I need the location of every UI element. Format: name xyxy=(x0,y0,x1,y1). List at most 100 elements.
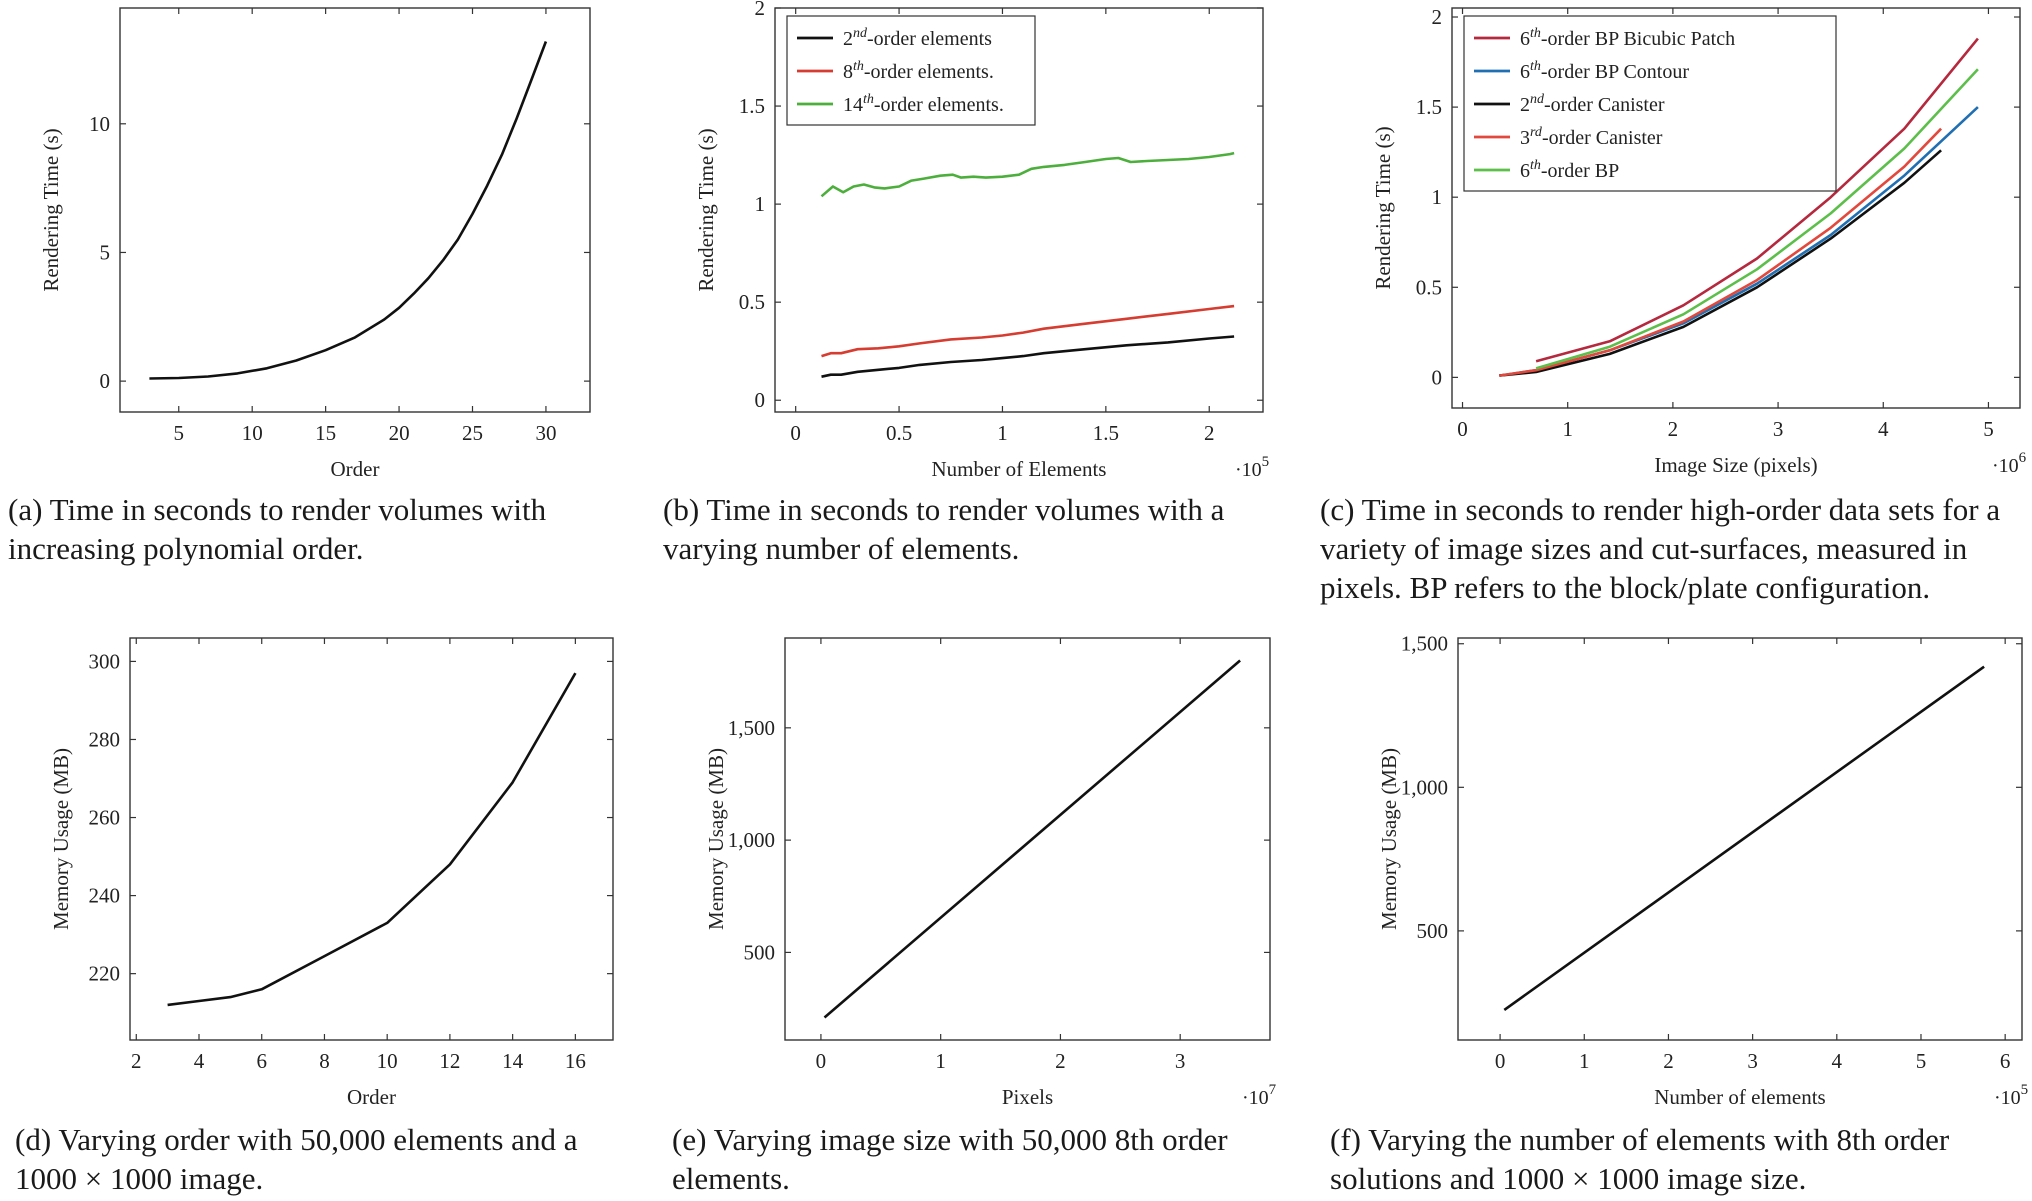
chart-panel-f: 0 1 2 3 4 5 6 500 1,000 1,500 Number of elements Me… xyxy=(1320,620,2032,1201)
y-axis-label: Memory Usage (MB) xyxy=(704,748,728,930)
chart-b: 0 0.5 1 1.5 2 0 0.5 1 1.5 2 Number of Elements Rend… xyxy=(694,0,1269,481)
legend-entry: 6th-order BP Bicubic Patch xyxy=(1520,26,1735,50)
chart-c: 0 1 2 3 4 5 0 0.5 1 1.5 2 Image Size (pixels) Render… xyxy=(1371,5,2027,477)
legend-entry-text: -order elements. xyxy=(864,61,994,83)
series-line-3 xyxy=(1499,149,1942,377)
x-tick-label: 2 xyxy=(131,1049,142,1073)
x-tick-label: 0 xyxy=(1495,1049,1506,1073)
y-axis-label: Memory Usage (MB) xyxy=(1377,748,1401,930)
x-tick-label: 0 xyxy=(1457,417,1468,441)
y-tick-label: 2 xyxy=(755,0,766,20)
y-tick-label: 1,500 xyxy=(728,716,775,740)
caption-b: (b) Time in seconds to render volumes wi… xyxy=(663,492,1225,566)
legend-entry: 2nd-order elements xyxy=(843,26,992,50)
y-tick-label: 1.5 xyxy=(1416,95,1442,119)
x-axis-multiplier: ·107 xyxy=(1242,1082,1277,1109)
x-axis-multiplier-power: 6 xyxy=(2019,450,2027,466)
x-tick-label: 1 xyxy=(1579,1049,1590,1073)
y-tick-label: 240 xyxy=(89,884,121,908)
x-tick-label: 12 xyxy=(439,1049,460,1073)
x-tick-label: 5 xyxy=(174,421,185,445)
legend-entry-superscript: nd xyxy=(1530,92,1545,107)
y-tick-label: 1,000 xyxy=(728,828,775,852)
y-tick-label: 500 xyxy=(744,940,776,964)
legend-box xyxy=(1463,15,1837,192)
x-axis-multiplier: ·105 xyxy=(1235,454,1269,481)
caption-e: (e) Varying image size with 50,000 8th o… xyxy=(672,1122,1228,1196)
legend-entry-number: 8 xyxy=(843,61,853,83)
legend: 6th-order BP Bicubic Patch 6th-order BP C… xyxy=(1463,15,1837,192)
x-tick-label: 10 xyxy=(242,421,263,445)
y-tick-label: 260 xyxy=(89,806,121,830)
x-tick-label: 20 xyxy=(389,421,410,445)
x-axis-multiplier-power: 5 xyxy=(2021,1082,2029,1098)
series-line-1 xyxy=(167,672,577,1007)
legend-entry-number: 2 xyxy=(843,28,853,50)
y-axis-label: Rendering Time (s) xyxy=(694,128,718,291)
legend-entry: 6th-order BP Contour xyxy=(1520,59,1689,83)
x-tick-label: 2 xyxy=(1668,417,1679,441)
axis-frame xyxy=(129,637,614,1041)
chart-e: 0 1 2 3 500 1,000 1,500 Pixels Memory Usage (MB)… xyxy=(704,637,1277,1109)
y-tick-label: 1,500 xyxy=(1401,632,1448,656)
legend-entry: 3rd-order Canister xyxy=(1520,125,1663,149)
x-tick-label: 8 xyxy=(319,1049,330,1073)
legend-entry: 8th-order elements. xyxy=(843,59,994,83)
series-line-1 xyxy=(821,335,1235,378)
chart-panel-a: 5 10 15 20 25 30 0 5 10 Order Rendering Time (s) (… xyxy=(0,0,660,600)
legend: 2nd-order elements 8th-order elements. 14t… xyxy=(786,15,1036,126)
chart-panel-e: 0 1 2 3 500 1,000 1,500 Pixels Memory Usage (MB)… xyxy=(660,620,1330,1201)
x-axis-label: Number of Elements xyxy=(932,457,1107,481)
chart-panel-b: 0 0.5 1 1.5 2 0 0.5 1 1.5 2 Number of Elements Rend… xyxy=(660,0,1330,600)
axis-frame xyxy=(1457,637,2023,1041)
series-line-1 xyxy=(1503,665,1985,1011)
x-tick-label: 30 xyxy=(535,421,556,445)
x-tick-label: 25 xyxy=(462,421,483,445)
axis-frame xyxy=(784,637,1271,1041)
y-axis-label: Rendering Time (s) xyxy=(1371,126,1395,289)
x-axis-label: Order xyxy=(331,457,380,481)
legend-entry-superscript: th xyxy=(1530,26,1541,41)
y-tick-label: 0 xyxy=(1432,365,1443,389)
y-tick-label: 0.5 xyxy=(1416,275,1442,299)
y-axis-label: Rendering Time (s) xyxy=(39,128,63,291)
legend-entry-number: 3 xyxy=(1520,127,1530,149)
y-tick-label: 220 xyxy=(89,962,121,986)
legend-entry-number: 6 xyxy=(1520,160,1530,182)
x-axis-multiplier-base: ·10 xyxy=(1235,459,1262,481)
caption-d: (d) Varying order with 50,000 elements a… xyxy=(15,1122,578,1196)
x-tick-label: 16 xyxy=(565,1049,586,1073)
x-axis-multiplier-base: ·10 xyxy=(1242,1087,1269,1109)
x-tick-label: 2 xyxy=(1055,1049,1066,1073)
x-axis-multiplier: ·106 xyxy=(1992,450,2027,477)
x-tick-label: 0 xyxy=(790,421,801,445)
y-tick-label: 0.5 xyxy=(739,290,765,314)
y-tick-label: 280 xyxy=(89,727,121,751)
y-tick-label: 1.5 xyxy=(739,94,765,118)
y-tick-label: 500 xyxy=(1417,919,1449,943)
legend-entry-number: 6 xyxy=(1520,28,1530,50)
x-tick-label: 4 xyxy=(1832,1049,1843,1073)
caption-f: (f) Varying the number of elements with … xyxy=(1330,1122,1950,1196)
x-tick-label: 6 xyxy=(256,1049,267,1073)
x-tick-label: 2 xyxy=(1663,1049,1674,1073)
legend-entry: 14th-order elements. xyxy=(843,92,1004,116)
legend-entry-number: 6 xyxy=(1520,61,1530,83)
x-tick-label: 10 xyxy=(377,1049,398,1073)
x-axis-multiplier-base: ·10 xyxy=(1994,1087,2021,1109)
axis-frame xyxy=(1451,7,2021,409)
legend-entry-text: -order BP xyxy=(1541,160,1619,182)
legend-entry: 2nd-order Canister xyxy=(1520,92,1665,116)
y-tick-label: 1,000 xyxy=(1401,775,1448,799)
y-tick-label: 1 xyxy=(1432,185,1443,209)
x-axis-multiplier-power: 7 xyxy=(1269,1082,1277,1098)
x-tick-label: 3 xyxy=(1175,1049,1186,1073)
series-line-1 xyxy=(823,659,1241,1019)
x-tick-label: 1 xyxy=(997,421,1008,445)
y-tick-label: 300 xyxy=(89,649,121,673)
legend-entry: 6th-order BP xyxy=(1520,158,1619,182)
x-tick-label: 5 xyxy=(1916,1049,1927,1073)
x-axis-label: Order xyxy=(347,1085,396,1109)
y-tick-label: 10 xyxy=(89,112,110,136)
